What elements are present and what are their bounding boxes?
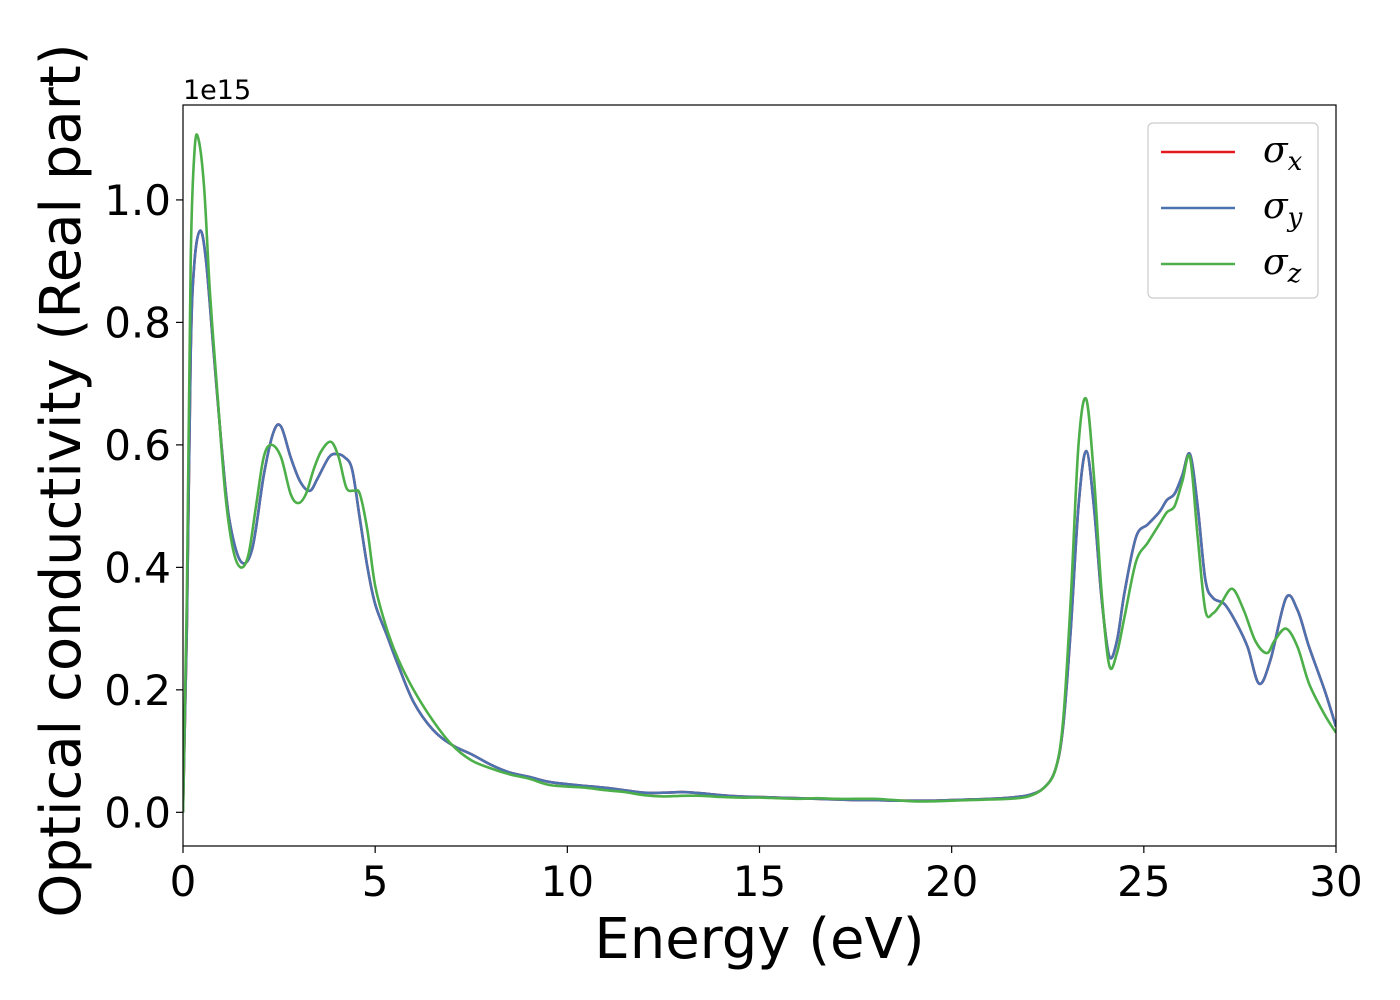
x-tick-label: 10: [541, 857, 594, 906]
x-axis-title: Energy (eV): [594, 907, 924, 972]
y-tick-label: 0.2: [104, 666, 171, 715]
y-tick-label: 0.4: [104, 543, 171, 592]
y-axis-title: Optical conductivity (Real part): [29, 43, 94, 917]
y-tick-label: 0.0: [104, 788, 171, 837]
x-tick-label: 30: [1309, 857, 1362, 906]
y-tick-label: 0.8: [104, 298, 171, 347]
x-tick-label: 25: [1117, 857, 1170, 906]
x-tick-label: 5: [362, 857, 389, 906]
x-tick-label: 20: [925, 857, 978, 906]
y-tick-label: 0.6: [104, 421, 171, 470]
x-tick-label: 15: [733, 857, 786, 906]
y-tick-label: 1.0: [104, 176, 171, 225]
x-tick-label: 0: [170, 857, 197, 906]
y-offset-label: 1e15: [183, 75, 251, 106]
